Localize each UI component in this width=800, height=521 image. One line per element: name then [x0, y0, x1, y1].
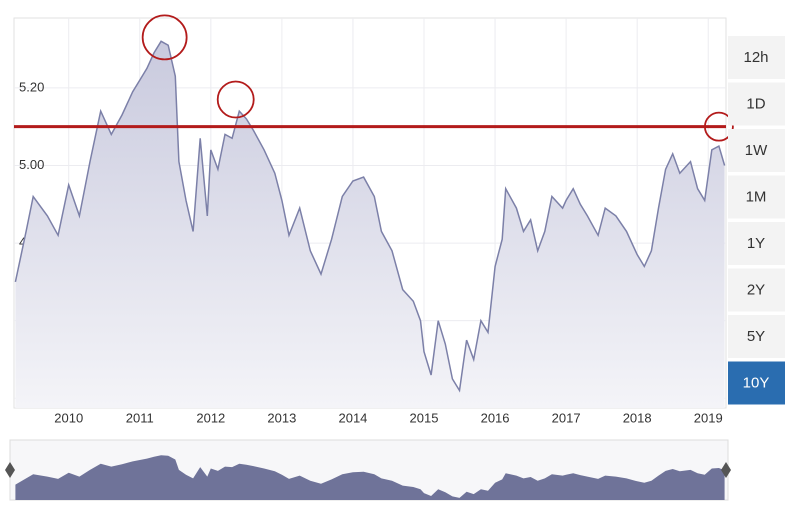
x-tick-label: 2013: [267, 410, 296, 425]
highlight-circle: [703, 111, 734, 142]
range-button[interactable]: [728, 361, 785, 405]
x-tick-label: 2014: [338, 410, 367, 425]
navigator-area: [15, 455, 725, 500]
x-tick-label: 2010: [54, 410, 83, 425]
range-button-label[interactable]: 1D: [746, 95, 765, 112]
range-button[interactable]: [728, 175, 785, 219]
range-button-label[interactable]: 1Y: [747, 235, 765, 252]
range-button-label[interactable]: 10Y: [743, 374, 770, 391]
x-tick-label: 2012: [196, 410, 225, 425]
line: [14, 40, 726, 393]
navigator-handle[interactable]: [5, 462, 15, 478]
range-button-label[interactable]: 2Y: [747, 281, 765, 298]
range-button[interactable]: [728, 268, 785, 312]
range-button-label[interactable]: 1M: [746, 188, 767, 205]
range-button[interactable]: [728, 36, 785, 79]
range-button-label[interactable]: 1W: [745, 142, 768, 159]
x-tick-label: 2018: [623, 410, 652, 425]
range-button[interactable]: [728, 222, 785, 265]
x-tick-label: 2011: [126, 410, 154, 425]
highlight-circle: [141, 14, 188, 61]
range-button-label[interactable]: 12h: [743, 49, 768, 66]
navigator-handle[interactable]: [721, 462, 731, 478]
range-button[interactable]: [728, 315, 785, 358]
area: [15, 41, 725, 409]
x-tick-label: 2017: [552, 410, 581, 425]
range-button[interactable]: [728, 129, 785, 172]
x-tick-label: 2015: [410, 410, 439, 425]
range-button[interactable]: [728, 82, 785, 126]
x-tick-label: 2019: [694, 410, 723, 425]
range-button-label[interactable]: 5Y: [747, 328, 765, 345]
highlight-circle: [216, 80, 255, 119]
x-tick-label: 2016: [481, 410, 510, 425]
y-tick-label: 5.20: [19, 79, 44, 94]
y-tick-label: 5.00: [19, 157, 44, 172]
